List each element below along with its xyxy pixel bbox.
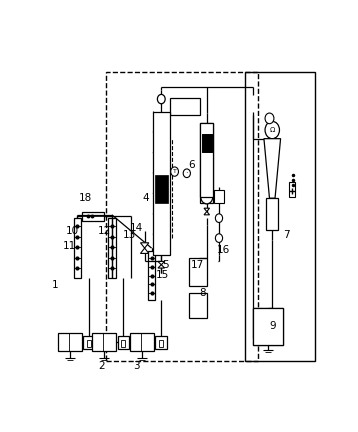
Circle shape xyxy=(158,95,165,104)
Bar xyxy=(82,212,105,222)
Text: 17: 17 xyxy=(191,260,204,270)
Bar xyxy=(159,340,163,347)
Circle shape xyxy=(183,169,190,178)
Text: 9: 9 xyxy=(269,321,276,331)
Bar xyxy=(245,72,315,361)
Text: 11: 11 xyxy=(63,241,76,251)
Bar xyxy=(155,175,168,203)
Bar xyxy=(289,181,295,197)
Polygon shape xyxy=(204,212,209,215)
Text: 14: 14 xyxy=(130,223,143,233)
Text: 1: 1 xyxy=(52,280,59,290)
Polygon shape xyxy=(140,248,149,254)
Text: Ω: Ω xyxy=(270,127,275,133)
Text: 8: 8 xyxy=(199,288,206,298)
Circle shape xyxy=(216,214,223,222)
Bar xyxy=(118,336,129,349)
Bar xyxy=(148,251,155,300)
Bar xyxy=(108,218,116,278)
Bar xyxy=(121,340,126,347)
Text: 15: 15 xyxy=(156,270,169,280)
Text: 4: 4 xyxy=(143,193,149,203)
Text: 6: 6 xyxy=(188,160,195,170)
Bar xyxy=(170,98,200,115)
Bar xyxy=(155,336,166,349)
Polygon shape xyxy=(204,208,209,212)
Text: 16: 16 xyxy=(217,245,230,255)
Bar xyxy=(189,293,207,318)
Circle shape xyxy=(216,234,223,242)
Text: ·: · xyxy=(185,169,188,178)
Polygon shape xyxy=(140,243,149,248)
Polygon shape xyxy=(158,265,165,268)
Bar xyxy=(202,134,212,152)
Circle shape xyxy=(201,189,213,204)
Bar xyxy=(214,190,224,203)
Circle shape xyxy=(265,113,274,124)
Circle shape xyxy=(171,167,179,176)
Bar xyxy=(106,72,258,361)
Bar xyxy=(87,340,91,347)
Bar xyxy=(253,308,284,345)
Bar xyxy=(200,124,213,197)
Text: 18: 18 xyxy=(79,193,92,203)
Polygon shape xyxy=(264,139,281,198)
Polygon shape xyxy=(158,261,165,265)
Text: 3: 3 xyxy=(133,361,140,371)
Text: 2: 2 xyxy=(98,361,105,371)
Text: 5: 5 xyxy=(162,260,169,270)
Bar xyxy=(92,333,116,351)
Bar xyxy=(130,333,154,351)
Text: T: T xyxy=(173,169,176,174)
Text: 12: 12 xyxy=(98,226,111,236)
Bar xyxy=(200,124,213,203)
Text: 7: 7 xyxy=(283,230,290,240)
Bar xyxy=(202,134,212,152)
Bar xyxy=(58,333,82,351)
Bar xyxy=(266,198,279,230)
Circle shape xyxy=(265,121,280,139)
Bar xyxy=(189,258,207,286)
Bar xyxy=(153,112,170,255)
Text: 10: 10 xyxy=(66,226,78,236)
Text: 13: 13 xyxy=(123,230,136,240)
Bar xyxy=(253,308,284,345)
Bar xyxy=(83,336,95,349)
Bar xyxy=(74,218,81,278)
